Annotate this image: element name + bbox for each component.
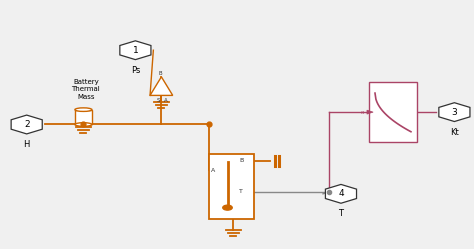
Text: 1: 1 (133, 46, 138, 55)
Text: B: B (158, 71, 162, 76)
Text: H: H (24, 140, 30, 149)
Text: B: B (239, 158, 244, 163)
Text: Kt: Kt (450, 128, 459, 137)
Polygon shape (367, 110, 373, 114)
Ellipse shape (75, 123, 92, 126)
Text: A: A (164, 98, 168, 103)
Text: 3: 3 (452, 108, 457, 117)
Ellipse shape (75, 108, 92, 111)
Text: 2: 2 (24, 120, 29, 129)
Text: x: x (360, 110, 364, 115)
FancyBboxPatch shape (209, 154, 254, 219)
Text: Battery
Thermal
Mass: Battery Thermal Mass (72, 79, 100, 100)
FancyBboxPatch shape (75, 110, 92, 124)
Polygon shape (11, 115, 42, 134)
Polygon shape (150, 77, 173, 95)
FancyBboxPatch shape (369, 82, 417, 142)
Polygon shape (120, 41, 151, 60)
Text: 4: 4 (338, 189, 344, 198)
Text: T: T (338, 209, 344, 218)
Text: T: T (239, 189, 243, 194)
Polygon shape (439, 103, 470, 122)
Polygon shape (326, 185, 356, 203)
Text: S: S (156, 98, 160, 103)
Text: Ps: Ps (131, 66, 140, 75)
Text: A: A (210, 168, 215, 173)
Circle shape (223, 205, 232, 210)
